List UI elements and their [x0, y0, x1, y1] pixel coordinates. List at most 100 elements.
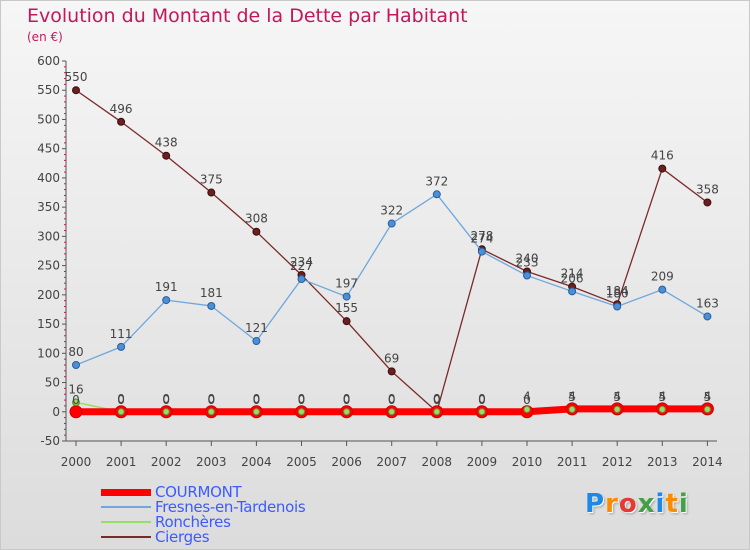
data-label-fresnes-en-tardenois: 111 [110, 327, 133, 341]
data-point-ronch-res-overlay [207, 408, 215, 416]
data-label-ronch-res: 0 [253, 392, 261, 406]
data-label-cierges: 550 [65, 70, 88, 84]
data-point-fresnes-en-tardenois [568, 287, 577, 296]
data-point-ronch-res-overlay [658, 405, 666, 413]
data-point-fresnes-en-tardenois [72, 361, 80, 369]
data-point-ronch-res-overlay [117, 408, 125, 416]
y-tick-label: 600 [37, 54, 60, 68]
data-label-courmont: 0 [433, 393, 441, 407]
y-tick-label: 300 [37, 229, 60, 243]
legend-swatch [101, 521, 151, 523]
logo-letter: P [585, 489, 606, 519]
data-label-courmont: 0 [72, 393, 80, 407]
data-label-cierges: 234 [290, 255, 313, 269]
y-tick-label: 150 [37, 317, 60, 331]
data-label-cierges: 358 [696, 182, 719, 196]
legend-label: COURMONT [155, 483, 242, 501]
data-point-cierges [658, 164, 667, 173]
data-label-cierges: 0 [433, 392, 441, 406]
data-label-fresnes-en-tardenois: 163 [696, 296, 719, 310]
data-label-fresnes-en-tardenois: 227 [290, 259, 313, 273]
y-tick-label: 100 [37, 346, 60, 360]
data-label-courmont: 0 [478, 393, 486, 407]
x-tick-label: 2000 [61, 455, 92, 469]
data-point-cierges [117, 117, 126, 126]
data-point-ronch-res-overlay [613, 405, 621, 413]
data-label-fresnes-en-tardenois: 121 [245, 321, 268, 335]
data-label-fresnes-en-tardenois: 80 [68, 345, 83, 359]
logo-letter: t [665, 489, 679, 519]
data-label-fresnes-en-tardenois: 209 [651, 270, 674, 284]
data-point-fresnes-en-tardenois [613, 302, 622, 311]
logo-letter: r [605, 489, 619, 519]
data-point-fresnes-en-tardenois [432, 190, 441, 199]
data-label-fresnes-en-tardenois: 206 [561, 271, 584, 285]
x-tick-label: 2014 [692, 455, 723, 469]
data-point-ronch-res-overlay [343, 408, 351, 416]
data-label-fresnes-en-tardenois: 191 [155, 280, 178, 294]
y-tick-label: 0 [52, 405, 60, 419]
data-point-cierges [252, 227, 261, 236]
data-point-fresnes-en-tardenois [387, 219, 396, 228]
x-tick-label: 2011 [557, 455, 588, 469]
data-point-cierges [342, 317, 351, 326]
data-label-ronch-res: 4 [568, 389, 576, 403]
data-point-fresnes-en-tardenois [297, 275, 306, 284]
data-point-cierges [207, 188, 216, 197]
legend-label: Cierges [155, 528, 210, 546]
data-label-ronch-res: 4 [658, 389, 666, 403]
data-label-ronch-res: 4 [523, 389, 531, 403]
data-point-fresnes-en-tardenois [477, 247, 486, 256]
data-point-fresnes-en-tardenois [162, 296, 171, 305]
chart-title: Evolution du Montant de la Dette par Hab… [27, 5, 468, 27]
y-tick-label: 50 [45, 376, 60, 390]
y-tick-label: 400 [37, 171, 60, 185]
data-label-cierges: 184 [606, 284, 629, 298]
logo-letter: i [678, 489, 689, 519]
data-point-ronch-res-overlay [298, 408, 305, 416]
data-label-courmont: 5 [613, 390, 621, 404]
data-label-cierges: 155 [335, 301, 358, 315]
y-tick-label: 550 [37, 83, 60, 97]
data-label-cierges: 375 [200, 173, 223, 187]
x-tick-label: 2005 [286, 455, 317, 469]
y-tick-label: 250 [37, 259, 60, 273]
data-point-ronch-res-overlay [252, 408, 260, 416]
data-label-fresnes-en-tardenois: 233 [516, 256, 539, 270]
data-point-ronch-res-overlay [433, 408, 441, 416]
proxiti-logo: Proxiti [585, 489, 689, 519]
data-label-courmont: 0 [117, 393, 125, 407]
x-tick-label: 2003 [196, 455, 227, 469]
data-label-ronch-res: 0 [298, 392, 306, 406]
data-point-fresnes-en-tardenois [703, 312, 712, 321]
logo-letter: i [655, 489, 666, 519]
x-tick-label: 2004 [241, 455, 272, 469]
data-point-fresnes-en-tardenois [658, 285, 667, 294]
data-label-cierges: 214 [561, 267, 584, 281]
data-label-ronch-res: 0 [433, 392, 441, 406]
logo-letter: o [618, 489, 638, 519]
data-point-ronch-res-overlay [162, 408, 170, 416]
y-tick-label: 450 [37, 142, 60, 156]
data-label-ronch-res: 4 [704, 389, 712, 403]
data-label-courmont: 0 [298, 393, 306, 407]
data-label-courmont: 0 [343, 393, 351, 407]
data-point-fresnes-en-tardenois [252, 337, 261, 346]
data-point-fresnes-en-tardenois [342, 292, 351, 301]
legend-swatch [101, 506, 151, 508]
x-tick-label: 2010 [512, 455, 543, 469]
data-label-ronch-res: 0 [388, 392, 396, 406]
data-label-ronch-res: 4 [613, 389, 621, 403]
logo-letter: x [637, 489, 656, 519]
data-label-ronch-res: 0 [207, 392, 215, 406]
legend-label: Fresnes-en-Tardenois [155, 498, 306, 516]
chart-subtitle: (en €) [27, 30, 63, 44]
data-label-courmont: 5 [658, 390, 666, 404]
data-label-courmont: 0 [388, 393, 396, 407]
x-tick-label: 2009 [467, 455, 498, 469]
data-point-ronch-res-overlay [523, 405, 531, 413]
data-label-ronch-res: 0 [162, 392, 170, 406]
y-tick-label: -50 [40, 434, 60, 448]
data-label-cierges: 416 [651, 149, 674, 163]
